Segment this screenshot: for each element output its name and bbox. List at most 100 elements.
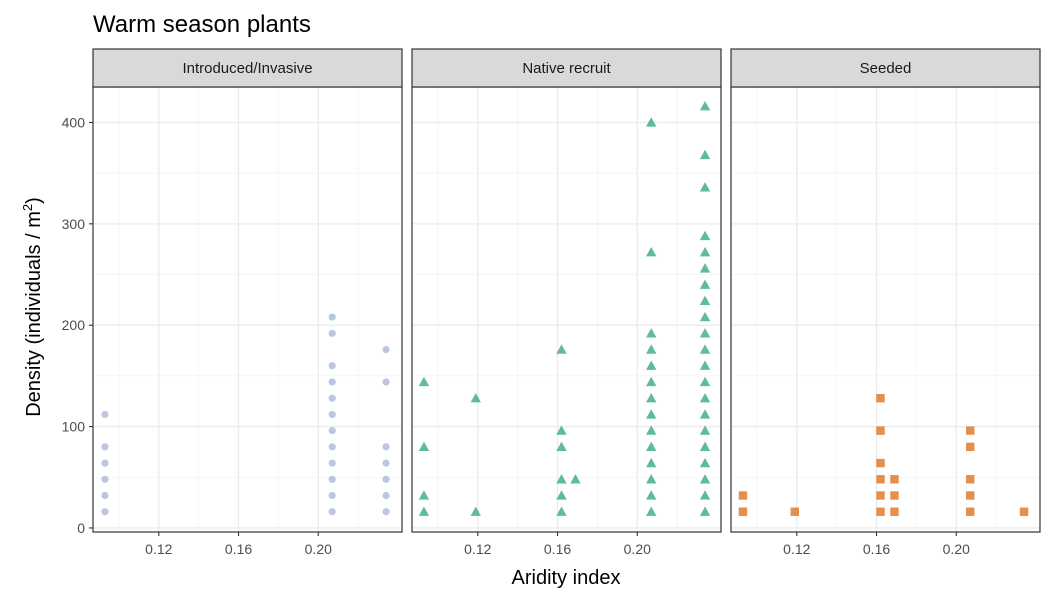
facet-strip <box>92 48 403 88</box>
data-point-circle <box>328 443 336 451</box>
data-point-triangle <box>646 392 657 403</box>
data-point-square <box>890 475 899 484</box>
data-point-circle <box>101 508 109 516</box>
data-point-circle <box>328 329 336 337</box>
data-point-triangle <box>699 311 711 322</box>
x-tick-label: 0.20 <box>305 541 332 557</box>
y-axis-title-main: Density (individuals / m <box>23 211 45 417</box>
data-point-circle <box>328 459 336 467</box>
data-point-triangle <box>699 279 711 289</box>
data-point-triangle <box>418 441 430 452</box>
data-point-triangle <box>699 101 711 111</box>
facet-panel: Seeded 0.12 0.16 0.20 <box>730 48 1041 557</box>
y-tick-label: 100 <box>62 419 86 435</box>
data-point-triangle <box>646 376 657 387</box>
data-point-triangle <box>418 376 430 387</box>
x-tick-label: 0.16 <box>863 541 890 557</box>
data-point-triangle <box>699 182 711 192</box>
data-point-circle <box>328 313 336 321</box>
data-point-triangle <box>646 344 657 354</box>
data-point-triangle <box>556 441 567 452</box>
data-point-triangle <box>556 425 567 435</box>
data-point-circle <box>101 410 109 419</box>
data-point-triangle <box>470 392 481 403</box>
data-point-square <box>876 475 885 484</box>
x-tick-label: 0.20 <box>943 541 970 557</box>
data-point-circle <box>328 427 336 435</box>
data-point-circle <box>328 508 336 516</box>
facet-strip-label: Introduced/Invasive <box>182 60 312 77</box>
data-point-square <box>890 507 899 516</box>
data-point-triangle <box>699 247 711 257</box>
data-point-triangle <box>699 457 711 468</box>
data-point-triangle <box>470 506 481 516</box>
y-tick-label: 300 <box>62 216 86 232</box>
data-point-circle <box>328 491 336 500</box>
data-point-square <box>876 507 885 516</box>
data-point-circle <box>101 459 109 467</box>
data-point-triangle <box>699 441 711 452</box>
y-axis-title-superscript: 2 <box>20 204 35 211</box>
x-tick-label: 0.12 <box>783 541 810 557</box>
facet-panel: Native recruit 0.12 0.16 0.20 <box>411 48 722 557</box>
data-point-circle <box>382 459 390 467</box>
data-point-square <box>966 507 975 516</box>
panel-background <box>93 87 402 532</box>
data-point-circle <box>382 443 390 451</box>
data-point-triangle <box>699 295 711 306</box>
data-point-square <box>876 393 885 403</box>
data-point-square <box>890 491 899 500</box>
facet-strip-label: Seeded <box>860 60 912 77</box>
data-point-triangle <box>556 490 567 500</box>
data-point-square <box>790 507 799 516</box>
x-axis-title: Aridity index <box>512 567 621 589</box>
facet-strip-label: Native recruit <box>522 60 611 77</box>
x-tick-label: 0.16 <box>544 541 571 557</box>
data-point-triangle <box>418 506 430 516</box>
data-point-triangle <box>646 474 657 484</box>
data-point-square <box>876 491 885 500</box>
data-point-square <box>738 507 748 516</box>
data-point-circle <box>382 491 390 500</box>
data-point-triangle <box>418 490 430 500</box>
data-point-triangle <box>646 328 657 338</box>
data-point-triangle <box>556 506 567 516</box>
data-point-triangle <box>699 360 711 370</box>
data-point-circle <box>328 378 336 386</box>
data-point-triangle <box>699 409 711 419</box>
data-point-square <box>876 458 885 468</box>
data-point-circle <box>382 508 390 516</box>
data-point-circle <box>382 378 390 386</box>
y-axis: 0 100 200 300 400 <box>62 114 93 536</box>
data-point-triangle <box>699 474 711 484</box>
x-tick-label: 0.12 <box>464 541 491 557</box>
data-point-square <box>966 442 975 452</box>
panel-background <box>412 87 721 532</box>
data-point-square <box>876 426 885 435</box>
data-point-circle <box>328 475 336 483</box>
data-point-triangle <box>699 425 711 435</box>
y-axis-title-suffix: ) <box>23 197 45 204</box>
data-point-square <box>1019 507 1029 516</box>
data-point-triangle <box>646 457 657 468</box>
data-point-square <box>966 475 975 484</box>
data-point-circle <box>101 443 109 451</box>
data-point-triangle <box>646 117 657 127</box>
data-point-square <box>738 491 748 500</box>
data-point-triangle <box>699 344 711 354</box>
data-point-triangle <box>646 409 657 419</box>
data-point-triangle <box>699 328 711 338</box>
data-point-triangle <box>646 490 657 500</box>
x-tick-label: 0.12 <box>145 541 172 557</box>
data-point-circle <box>328 394 336 402</box>
data-point-triangle <box>699 230 711 241</box>
facet-panel: Introduced/Invasive 0.12 0.16 0.20 <box>92 48 403 557</box>
data-point-triangle <box>699 263 711 273</box>
chart-title: Warm season plants <box>93 11 311 38</box>
data-point-circle <box>382 475 390 483</box>
data-point-square <box>966 491 975 500</box>
x-tick-label: 0.20 <box>624 541 651 557</box>
data-point-triangle <box>699 149 711 160</box>
